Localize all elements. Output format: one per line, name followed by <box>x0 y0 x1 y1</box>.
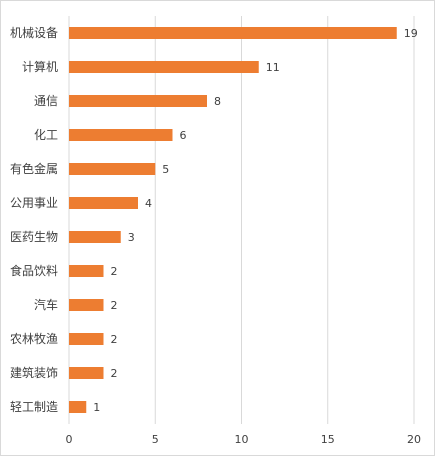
bar <box>69 129 173 141</box>
bar <box>69 95 207 107</box>
x-tick-label: 10 <box>235 433 249 446</box>
labels: 0 5 10 15 20 机械设备 19 计算机 11 通信 8 化工 6 有色金属 5 公用事业 4 医药生物 3… <box>10 25 421 446</box>
x-tick-label: 5 <box>152 433 159 446</box>
bar <box>69 231 121 243</box>
x-tick-label: 15 <box>321 433 335 446</box>
category-label: 建筑装饰 <box>10 365 58 380</box>
data-label: 2 <box>111 265 118 278</box>
x-tick-label: 20 <box>407 433 421 446</box>
data-label: 5 <box>162 163 169 176</box>
data-label: 8 <box>214 95 221 108</box>
category-label: 有色金属 <box>10 161 58 176</box>
data-label: 2 <box>111 299 118 312</box>
bar <box>69 333 104 345</box>
bar <box>69 27 397 39</box>
data-label: 6 <box>180 129 187 142</box>
bar <box>69 401 87 413</box>
data-label: 11 <box>266 61 280 74</box>
category-label: 食品饮料 <box>10 263 58 278</box>
category-label: 计算机 <box>22 59 58 74</box>
category-label: 机械设备 <box>10 25 58 40</box>
bars <box>69 27 397 413</box>
bar <box>69 61 259 73</box>
gridlines <box>68 16 415 424</box>
x-tick-label: 0 <box>66 433 73 446</box>
data-label: 2 <box>111 367 118 380</box>
data-label: 3 <box>128 231 135 244</box>
bar <box>69 299 104 311</box>
bar <box>69 265 104 277</box>
category-label: 轻工制造 <box>10 400 58 414</box>
category-label: 医药生物 <box>10 230 58 244</box>
category-label: 公用事业 <box>10 196 58 210</box>
data-label: 19 <box>404 27 418 40</box>
category-label: 化工 <box>34 128 58 142</box>
category-label: 汽车 <box>34 297 58 312</box>
category-label: 农林牧渔 <box>10 332 58 346</box>
data-label: 2 <box>111 333 118 346</box>
category-label: 通信 <box>34 94 58 108</box>
bar <box>69 197 138 209</box>
data-label: 4 <box>145 197 152 210</box>
data-label: 1 <box>93 401 100 414</box>
bar <box>69 367 104 379</box>
bar <box>69 163 156 175</box>
